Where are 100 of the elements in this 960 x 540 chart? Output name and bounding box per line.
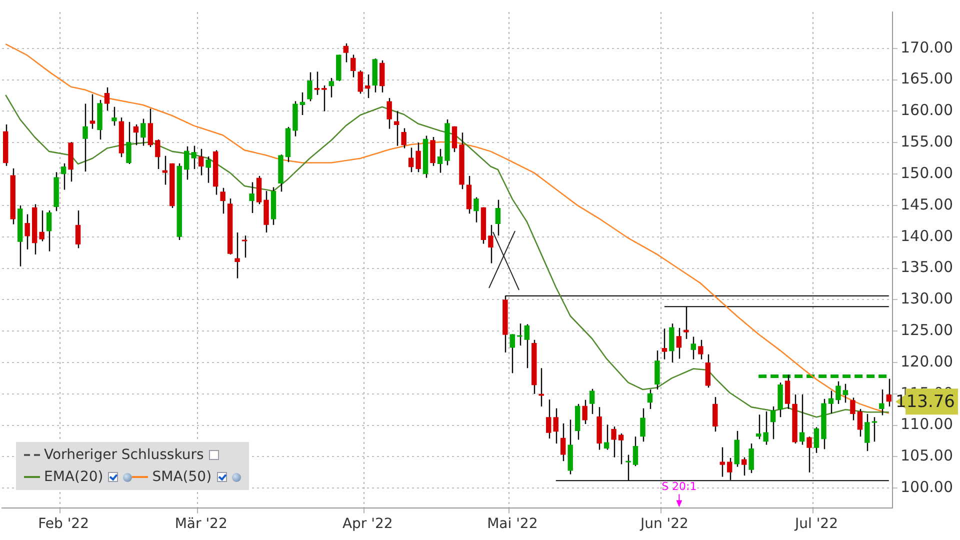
candlestick <box>799 394 805 446</box>
y-tick-label: 170.00 <box>900 38 954 56</box>
y-tick-label: 120.00 <box>900 352 954 370</box>
candlestick <box>155 138 160 170</box>
candlestick <box>589 388 595 415</box>
candlestick <box>60 162 66 190</box>
candlestick <box>604 424 610 450</box>
candlestick <box>112 106 117 126</box>
x-tick-label: Apr '22 <box>342 516 393 532</box>
candlestick <box>343 42 349 63</box>
candlestick <box>553 408 558 444</box>
candlestick <box>538 368 544 408</box>
candlestick <box>705 354 710 388</box>
candlestick <box>488 224 494 264</box>
candlestick <box>850 397 856 421</box>
y-tick-label: 160.00 <box>900 101 954 120</box>
candlestick <box>184 146 190 180</box>
candlestick <box>234 232 240 279</box>
candlestick <box>517 322 522 346</box>
candlestick <box>328 77 334 98</box>
candlestick <box>756 414 762 440</box>
candlestick <box>104 86 110 112</box>
candlestick <box>220 187 226 214</box>
candlestick <box>886 378 892 408</box>
y-tick-label: 140.00 <box>900 226 954 245</box>
y-tick-label: 145.00 <box>900 195 954 214</box>
y-tick-label: 130.00 <box>900 290 954 308</box>
candlestick <box>560 422 566 462</box>
candlestick <box>386 97 392 130</box>
candlestick <box>365 74 370 99</box>
candlestick <box>452 126 458 153</box>
y-tick-label: 105.00 <box>900 446 954 465</box>
candlestick <box>712 396 718 432</box>
candlestick <box>857 408 863 438</box>
candlestick <box>307 72 312 102</box>
candlestick <box>872 416 878 442</box>
candlestick <box>720 446 725 478</box>
candlestick <box>806 436 812 473</box>
candlestick <box>206 156 211 184</box>
candlestick <box>879 388 884 416</box>
candlestick <box>191 145 196 170</box>
candlestick <box>416 142 421 173</box>
candlestick <box>662 328 668 360</box>
candlestick <box>698 339 704 360</box>
candlestick <box>198 148 204 176</box>
candlestick <box>300 92 306 116</box>
candlestick <box>408 147 414 173</box>
x-tick-label: Feb '22 <box>38 516 89 532</box>
candlestick <box>842 383 848 404</box>
candlestick <box>474 196 479 224</box>
candlestick <box>618 432 624 465</box>
candlestick <box>133 124 139 146</box>
candlestick <box>814 426 820 454</box>
candlestick <box>126 121 132 165</box>
candlestick <box>654 350 660 390</box>
candlestick <box>582 399 588 425</box>
candlestick <box>828 390 834 414</box>
candlestick <box>358 70 363 94</box>
candlestick <box>546 398 552 440</box>
candlestick <box>24 214 30 250</box>
candlestick <box>632 436 638 467</box>
candlestick <box>249 182 254 214</box>
y-tick-label: 100.00 <box>900 478 954 496</box>
candlestick <box>90 94 96 130</box>
candlestick <box>350 54 356 78</box>
candlestick <box>75 210 81 249</box>
candlestick <box>647 388 653 410</box>
candlestick <box>314 71 320 96</box>
legend-label: EMA(20) <box>44 469 104 486</box>
candlestick <box>401 128 406 149</box>
candlestick <box>510 334 516 374</box>
candlestick <box>148 108 154 148</box>
candlestick <box>495 199 501 236</box>
candlestick <box>784 374 790 410</box>
candlestick <box>748 442 754 474</box>
x-tick-label: Mär '22 <box>174 516 228 532</box>
candlestick <box>46 210 52 252</box>
candlestick <box>140 118 146 146</box>
x-tick-label: Mai '22 <box>487 516 538 532</box>
y-tick-label: 165.00 <box>900 70 954 88</box>
candlestick <box>39 210 44 242</box>
candlestick <box>690 336 696 360</box>
candlestick <box>770 406 776 440</box>
candlestick <box>676 327 682 360</box>
y-tick-label: 125.00 <box>900 320 954 339</box>
candlestick <box>611 426 616 458</box>
candlestick <box>430 136 436 166</box>
candlestick <box>669 322 674 364</box>
candlestick <box>524 324 530 369</box>
candlestick <box>242 235 248 258</box>
x-tick-label: Jun '22 <box>639 516 688 532</box>
candlestick <box>322 84 327 112</box>
candlestick <box>640 408 646 442</box>
legend-label: Vorheriger Schlusskurs <box>44 447 204 464</box>
candlestick <box>741 456 747 476</box>
y-tick-label: 110.00 <box>900 415 954 434</box>
candlestick <box>763 410 768 446</box>
candlestick <box>437 148 443 174</box>
candlestick <box>836 380 841 405</box>
x-tick-label: Jul '22 <box>794 516 838 532</box>
